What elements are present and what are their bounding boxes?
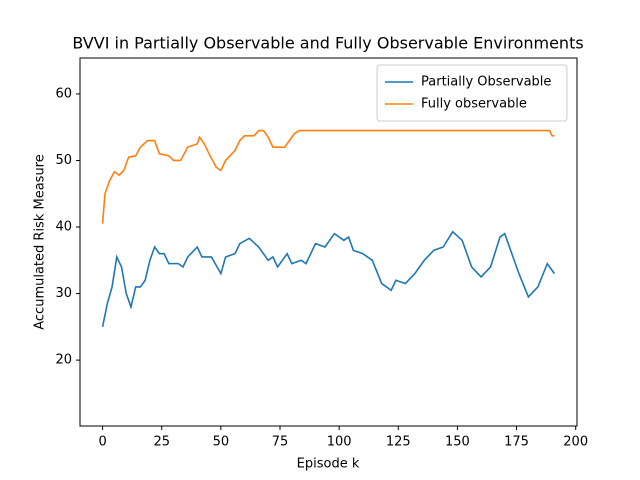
x-tick-label: 125 [386, 435, 411, 450]
legend-label: Fully observable [421, 97, 527, 112]
legend-box [376, 64, 568, 122]
y-axis-label: Accumulated Risk Measure [33, 154, 48, 330]
x-tick-label: 50 [213, 435, 230, 450]
x-axis-label: Episode k [297, 457, 360, 472]
axes-frame [79, 57, 578, 427]
y-tick-label: 60 [55, 86, 72, 101]
legend-label: Partially Observable [421, 75, 551, 90]
y-tick-label: 30 [55, 286, 72, 301]
x-tick-label: 200 [563, 435, 588, 450]
y-tick-label: 50 [55, 153, 72, 168]
x-tick-label: 150 [445, 435, 470, 450]
data-line [101, 230, 556, 328]
data-line [101, 129, 555, 224]
chart-title: BVVI in Partially Observable and Fully O… [72, 34, 583, 53]
x-tick-label: 100 [327, 435, 352, 450]
y-tick-label: 20 [55, 353, 72, 368]
x-tick-label: 0 [98, 435, 106, 450]
x-tick-label: 25 [153, 435, 170, 450]
x-tick-label: 175 [504, 435, 529, 450]
x-tick-label: 75 [272, 435, 289, 450]
y-tick-label: 40 [55, 220, 72, 235]
